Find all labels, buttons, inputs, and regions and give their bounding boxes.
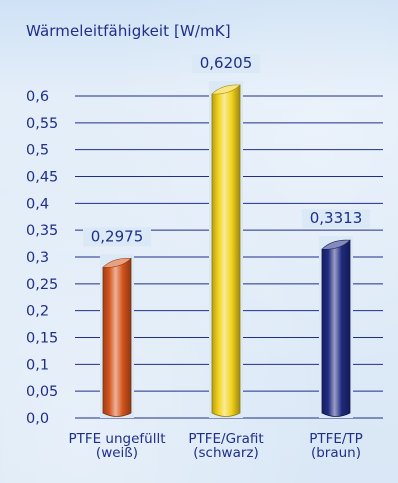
chart-title: Wärmeleitfähigkeit [W/mK]	[26, 22, 231, 40]
category-label: PTFE ungefüllt	[68, 431, 165, 447]
value-label: 0,2975	[91, 227, 144, 245]
value-label: 0,3313	[310, 209, 363, 227]
category-label: PTFE/TP	[309, 431, 363, 447]
y-tick-label: 0,0	[26, 411, 49, 427]
y-tick-label: 0,55	[26, 116, 58, 132]
y-tick-label: 0,6	[26, 89, 49, 105]
bar	[102, 257, 132, 417]
y-tick-label: 0,45	[26, 170, 58, 186]
category-label: PTFE/Grafit	[188, 431, 263, 447]
y-tick-label: 0,35	[26, 223, 58, 239]
y-tick-label: 0,5	[26, 143, 49, 159]
y-tick-label: 0,3	[26, 250, 49, 266]
y-tick-label: 0,15	[26, 331, 58, 347]
bar-top	[102, 257, 132, 268]
y-tick-label: 0,1	[26, 357, 49, 373]
category-label: (braun)	[311, 445, 361, 461]
value-label-backdrop	[83, 227, 151, 247]
bar	[321, 239, 351, 417]
bar-top	[211, 84, 241, 95]
y-tick-label: 0,4	[26, 196, 49, 212]
category-label: (schwarz)	[193, 445, 259, 461]
bar	[211, 84, 241, 417]
category-label: (weiß)	[96, 445, 138, 461]
value-label: 0,6205	[200, 54, 253, 72]
value-label-backdrop	[302, 209, 370, 229]
bar-top	[321, 239, 351, 250]
y-tick-label: 0,05	[26, 384, 58, 400]
y-tick-label: 0,25	[26, 277, 58, 293]
value-label-backdrop	[192, 53, 260, 73]
y-tick-label: 0,2	[26, 304, 49, 320]
